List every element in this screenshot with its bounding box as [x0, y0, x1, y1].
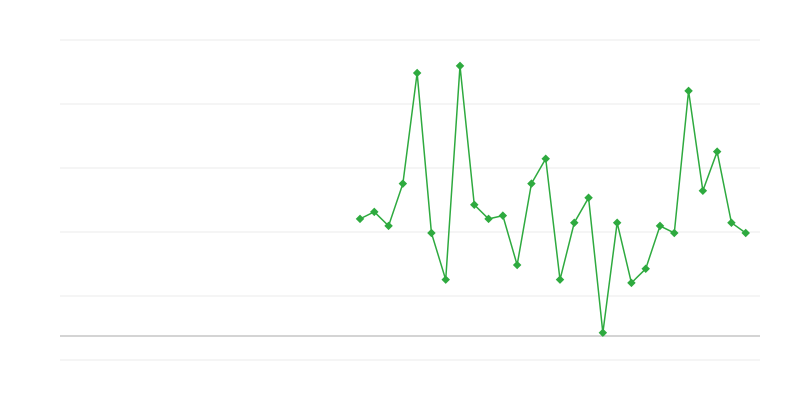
series-line — [359, 65, 747, 333]
series-lines — [359, 65, 747, 333]
data-point — [398, 179, 408, 188]
data-point — [484, 214, 493, 224]
data-point — [655, 221, 665, 231]
data-point — [627, 278, 636, 288]
data-point — [670, 228, 679, 238]
data-point — [584, 193, 593, 203]
data-point — [612, 218, 622, 227]
gridlines — [60, 39, 760, 361]
data-point — [412, 68, 422, 78]
data-point — [455, 61, 465, 71]
data-point — [355, 214, 365, 224]
data-point — [712, 147, 722, 156]
data-point — [541, 154, 550, 163]
data-point — [527, 179, 536, 188]
data-point — [570, 218, 579, 227]
data-point — [470, 200, 479, 210]
data-point — [441, 275, 450, 284]
data-point — [512, 260, 522, 270]
data-point — [370, 207, 379, 217]
data-point — [498, 211, 508, 220]
data-point — [427, 228, 436, 238]
data-point — [684, 86, 693, 96]
data-point — [555, 275, 565, 284]
data-point — [384, 221, 393, 231]
data-point — [698, 186, 708, 195]
data-point — [598, 328, 608, 338]
data-point — [641, 264, 650, 274]
